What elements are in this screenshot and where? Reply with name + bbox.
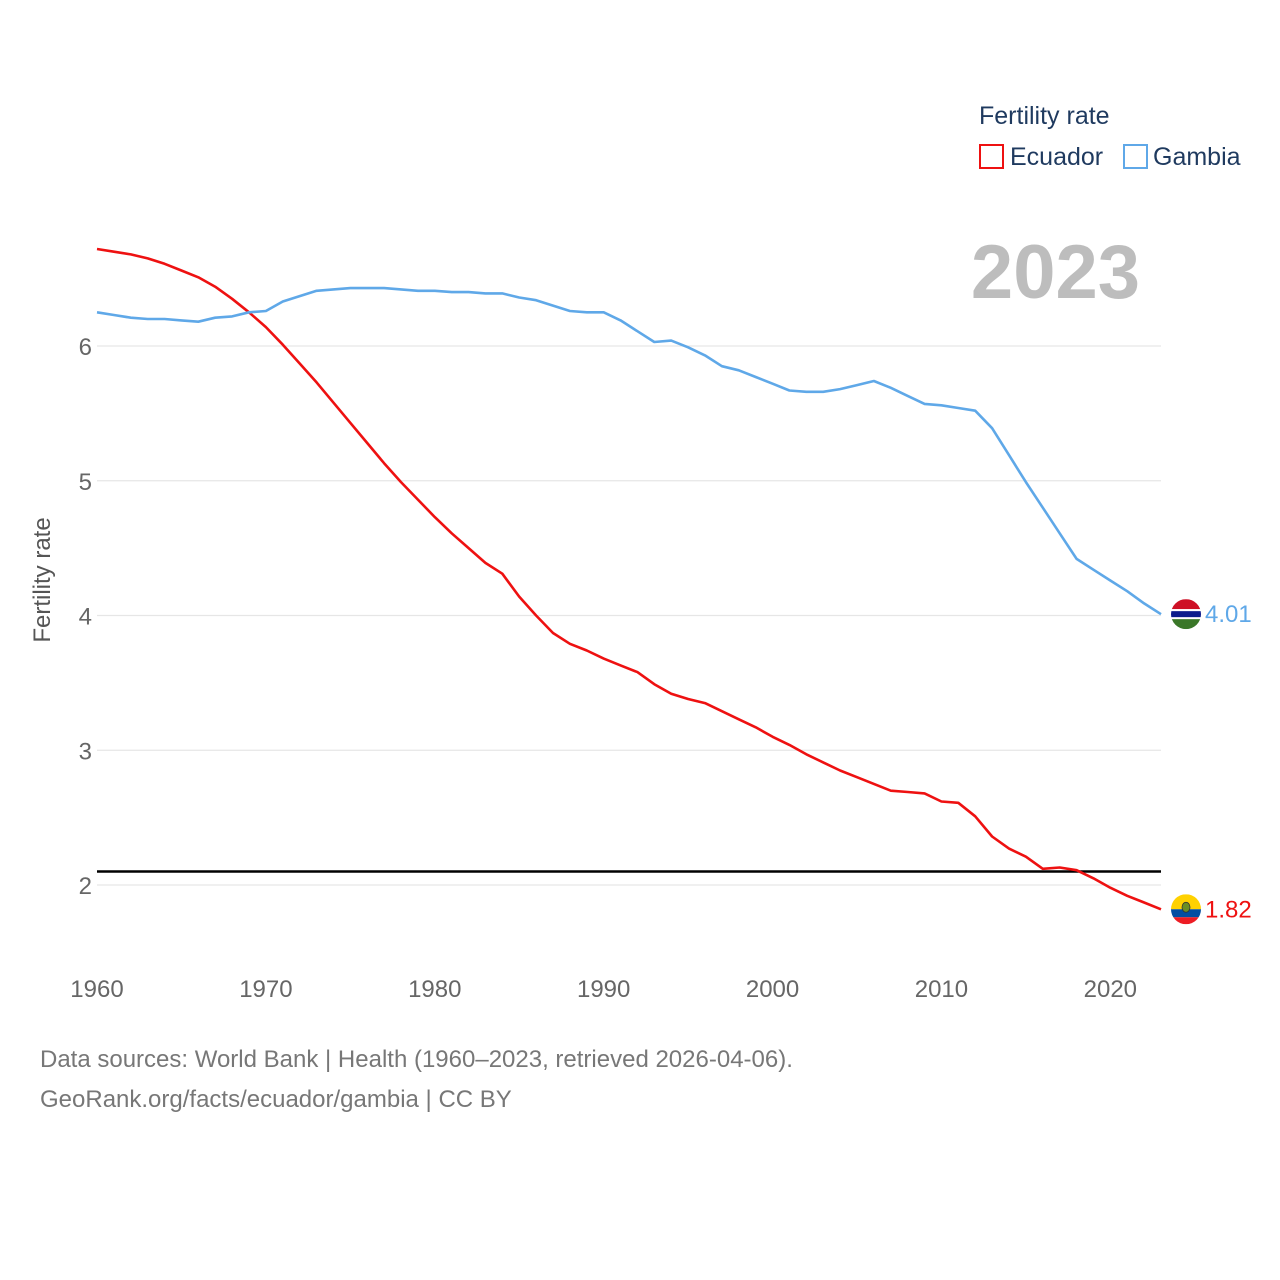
x-tick-label-2020: 2020 — [1084, 976, 1137, 1003]
footer-sources: Data sources: World Bank | Health (1960–… — [40, 1046, 793, 1073]
y-tick-label-2: 2 — [79, 873, 92, 900]
legend-item-gambia[interactable]: Gambia — [1123, 143, 1241, 171]
x-tick-label-2000: 2000 — [746, 976, 799, 1003]
footer-attribution[interactable]: GeoRank.org/facts/ecuador/gambia | CC BY — [40, 1086, 512, 1113]
y-tick-label-5: 5 — [79, 469, 92, 496]
x-axis-ticks: 1960 1970 1980 1990 2000 2010 2020 — [70, 976, 1137, 1003]
ecuador-flag-icon — [1171, 894, 1201, 925]
y-tick-label-4: 4 — [79, 604, 92, 631]
series-end-markers: 1.82 4.01 — [1171, 599, 1252, 925]
y-tick-label-3: 3 — [79, 738, 92, 765]
x-tick-label-1960: 1960 — [70, 976, 123, 1003]
legend-label-ecuador: Ecuador — [1010, 143, 1103, 171]
x-tick-label-1970: 1970 — [239, 976, 292, 1003]
x-tick-label-2010: 2010 — [915, 976, 968, 1003]
y-axis-title: Fertility rate — [29, 517, 56, 642]
end-value-label-gambia: 4.01 — [1205, 601, 1252, 628]
end-value-label-ecuador: 1.82 — [1205, 896, 1252, 923]
legend-swatch-gambia — [1123, 144, 1148, 169]
y-tick-label-6: 6 — [79, 334, 92, 361]
legend: Fertility rate Ecuador Gambia — [979, 102, 1241, 171]
x-tick-label-1980: 1980 — [408, 976, 461, 1003]
legend-label-gambia: Gambia — [1153, 143, 1241, 171]
gambia-flag-icon — [1171, 599, 1201, 630]
grid-lines — [97, 345, 1161, 886]
series-line-ecuador[interactable] — [96, 247, 1162, 911]
legend-swatch-ecuador — [979, 144, 1004, 169]
series-lines — [96, 247, 1162, 911]
legend-title: Fertility rate — [979, 102, 1110, 130]
year-label: 2023 — [971, 230, 1140, 315]
x-tick-label-1990: 1990 — [577, 976, 630, 1003]
series-line-gambia[interactable] — [96, 286, 1162, 616]
y-axis-ticks: 2 3 4 5 6 — [79, 334, 92, 900]
legend-item-ecuador[interactable]: Ecuador — [979, 143, 1103, 171]
